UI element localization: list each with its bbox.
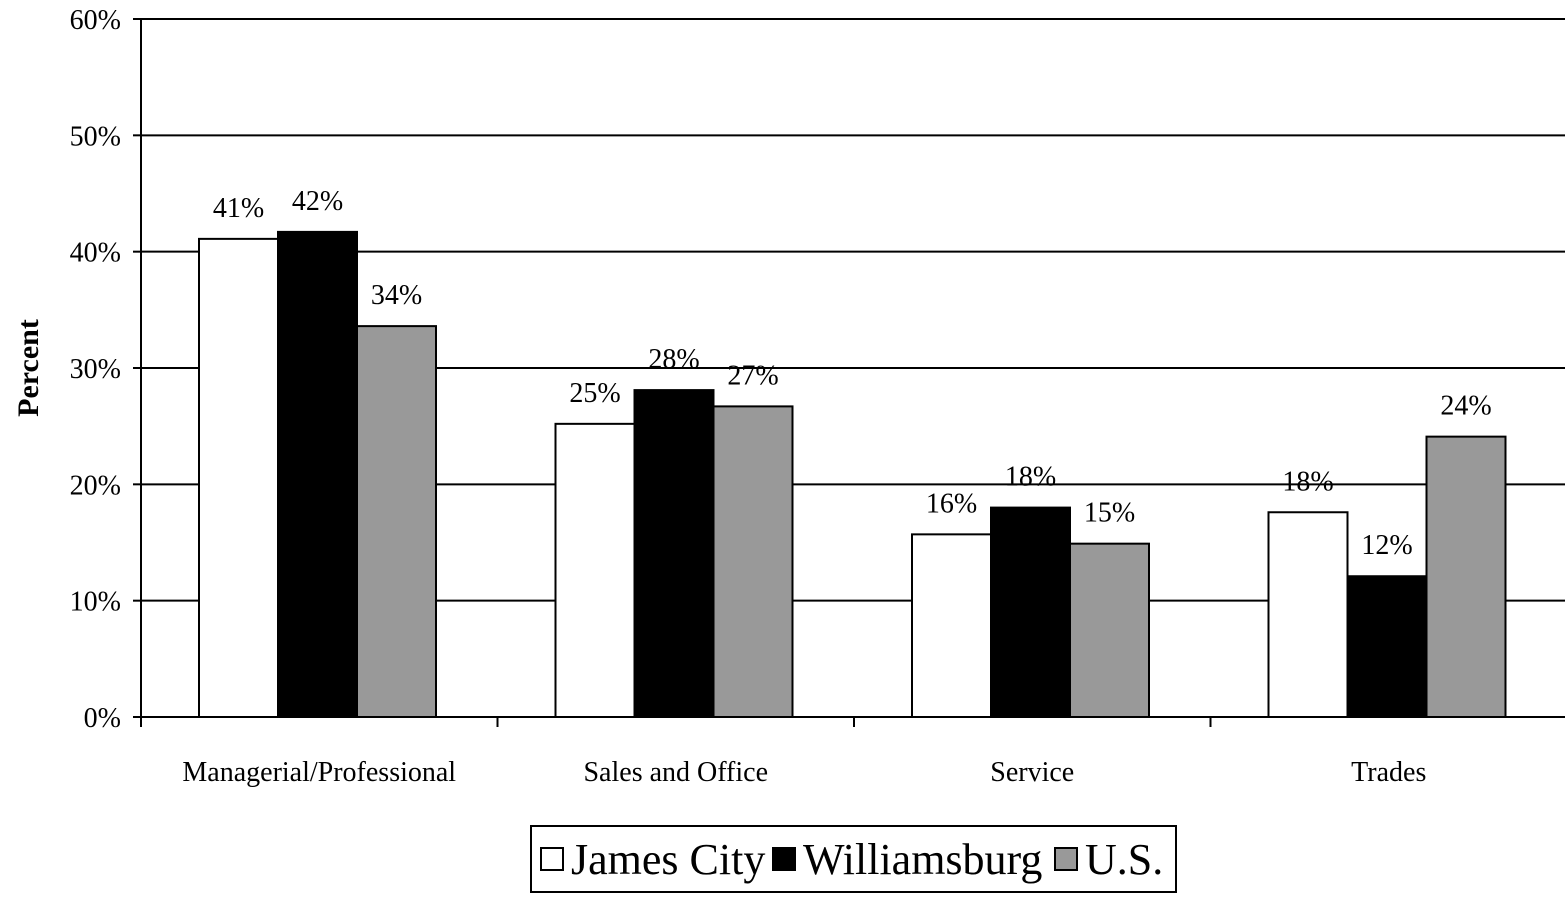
data-label: 16% [926, 488, 977, 519]
x-category-label: Sales and Office [583, 757, 768, 788]
data-label: 12% [1361, 530, 1412, 561]
legend-entry-label: Williamsburg [803, 835, 1042, 884]
legend-swatch [540, 847, 564, 871]
data-label: 15% [1084, 498, 1135, 529]
y-axis-title: Percent [12, 319, 45, 417]
data-label: 41% [213, 193, 264, 224]
bar [1267, 511, 1349, 719]
bar [198, 237, 279, 718]
y-tick-label: 0% [84, 703, 121, 734]
data-label: 18% [1282, 466, 1333, 497]
bar [1346, 575, 1428, 719]
y-tick-label: 40% [70, 238, 121, 269]
bars [198, 230, 1507, 719]
legend-entry-label: James City [571, 835, 765, 884]
data-label: 18% [1005, 462, 1056, 493]
x-category-label: Trades [1351, 757, 1426, 788]
bar [911, 533, 992, 719]
data-label: 24% [1440, 391, 1491, 422]
bar [356, 325, 437, 718]
x-category-label: Managerial/Professional [182, 757, 456, 788]
legend-entry-label: U.S. [1085, 835, 1163, 884]
data-labels: 41% 42% 34% 25% 28% 27% 16% 18% 15% 18% 12% 24% [213, 186, 1492, 561]
axes: 0% 10% 20% 30% 40% 50% 60% Managerial/Professio… [70, 5, 1565, 788]
bar [1069, 542, 1150, 718]
y-tick-label: 10% [70, 587, 121, 618]
legend-swatch [1054, 847, 1078, 871]
y-tick-label: 30% [70, 354, 121, 385]
bar [712, 405, 794, 718]
data-label: 42% [292, 186, 343, 217]
y-tick-label: 20% [70, 470, 121, 501]
bar [554, 422, 636, 718]
bar [633, 389, 715, 718]
bar [277, 230, 358, 718]
legend-swatch [772, 847, 796, 871]
data-label: 27% [727, 360, 778, 391]
y-tick-label: 60% [70, 5, 121, 36]
y-tick-label: 50% [70, 121, 121, 152]
legend: James City Williamsburg U.S. [530, 825, 1177, 893]
bar [1425, 435, 1507, 718]
x-category-label: Service [990, 757, 1074, 788]
data-label: 28% [648, 344, 699, 375]
data-label: 34% [371, 280, 422, 311]
data-label: 25% [569, 378, 620, 409]
bar [990, 506, 1071, 718]
